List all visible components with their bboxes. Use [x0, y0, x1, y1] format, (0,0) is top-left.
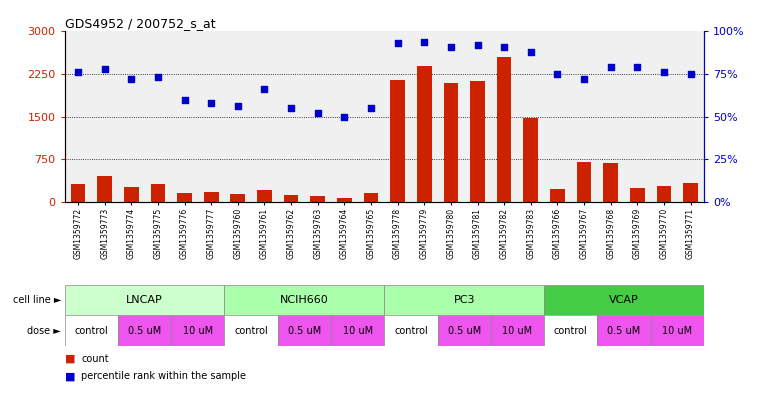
Point — [365, 105, 377, 111]
Bar — [278, 315, 331, 346]
Text: GDS4952 / 200752_s_at: GDS4952 / 200752_s_at — [65, 17, 215, 30]
Point — [231, 103, 244, 110]
Bar — [630, 188, 645, 202]
Bar — [71, 184, 85, 202]
Bar — [384, 285, 544, 315]
Text: cell line ►: cell line ► — [12, 295, 61, 305]
Bar — [177, 193, 192, 202]
Bar — [257, 190, 272, 202]
Bar — [151, 184, 165, 202]
Point — [604, 64, 616, 70]
Bar — [497, 57, 511, 202]
Point — [471, 42, 484, 48]
Text: LNCAP: LNCAP — [126, 295, 163, 305]
Bar — [337, 198, 352, 202]
Text: VCAP: VCAP — [609, 295, 639, 305]
Text: PC3: PC3 — [454, 295, 475, 305]
Bar — [524, 118, 538, 202]
Text: 10 uM: 10 uM — [502, 325, 533, 336]
Bar — [544, 285, 704, 315]
Text: control: control — [554, 325, 587, 336]
Bar — [65, 285, 224, 315]
Point — [658, 69, 670, 75]
Point — [444, 44, 457, 50]
Bar — [364, 193, 378, 202]
Bar — [118, 315, 171, 346]
Text: 0.5 uM: 0.5 uM — [447, 325, 481, 336]
Text: percentile rank within the sample: percentile rank within the sample — [81, 371, 247, 382]
Text: ■: ■ — [65, 354, 75, 364]
Bar — [683, 183, 698, 202]
Bar — [224, 285, 384, 315]
Bar — [124, 187, 139, 202]
Text: control: control — [394, 325, 428, 336]
Bar — [384, 315, 438, 346]
Text: 0.5 uM: 0.5 uM — [128, 325, 161, 336]
Bar — [597, 315, 651, 346]
Point — [258, 86, 271, 93]
Text: 10 uM: 10 uM — [342, 325, 373, 336]
Bar — [65, 315, 118, 346]
Point — [72, 69, 84, 75]
Text: control: control — [75, 325, 108, 336]
Bar — [231, 194, 245, 202]
Point — [578, 76, 590, 83]
Bar — [657, 185, 671, 202]
Bar — [444, 83, 458, 202]
Point — [498, 44, 510, 50]
Bar — [544, 315, 597, 346]
Bar — [550, 189, 565, 202]
Point — [551, 71, 563, 77]
Bar — [284, 195, 298, 202]
Bar — [470, 81, 485, 202]
Bar — [603, 163, 618, 202]
Text: count: count — [81, 354, 109, 364]
Bar — [97, 176, 112, 202]
Text: control: control — [234, 325, 268, 336]
Point — [631, 64, 643, 70]
Bar — [390, 80, 405, 202]
Point — [151, 74, 164, 81]
Point — [338, 114, 350, 120]
Point — [205, 100, 218, 106]
Point — [312, 110, 324, 116]
Bar — [577, 162, 591, 202]
Point — [285, 105, 297, 111]
Text: 0.5 uM: 0.5 uM — [288, 325, 321, 336]
Text: 0.5 uM: 0.5 uM — [607, 325, 641, 336]
Bar — [651, 315, 704, 346]
Bar — [224, 315, 278, 346]
Point — [98, 66, 111, 72]
Bar — [204, 192, 218, 202]
Point — [524, 49, 537, 55]
Point — [125, 76, 137, 83]
Text: 10 uM: 10 uM — [183, 325, 213, 336]
Point — [419, 39, 431, 45]
Point — [178, 97, 190, 103]
Text: dose ►: dose ► — [27, 325, 61, 336]
Bar — [491, 315, 544, 346]
Bar — [438, 315, 491, 346]
Point — [684, 71, 696, 77]
Text: NCIH660: NCIH660 — [280, 295, 329, 305]
Bar — [417, 66, 431, 202]
Bar — [331, 315, 384, 346]
Text: 10 uM: 10 uM — [662, 325, 693, 336]
Point — [391, 40, 403, 46]
Bar — [310, 196, 325, 202]
Text: ■: ■ — [65, 371, 75, 382]
Bar — [171, 315, 224, 346]
